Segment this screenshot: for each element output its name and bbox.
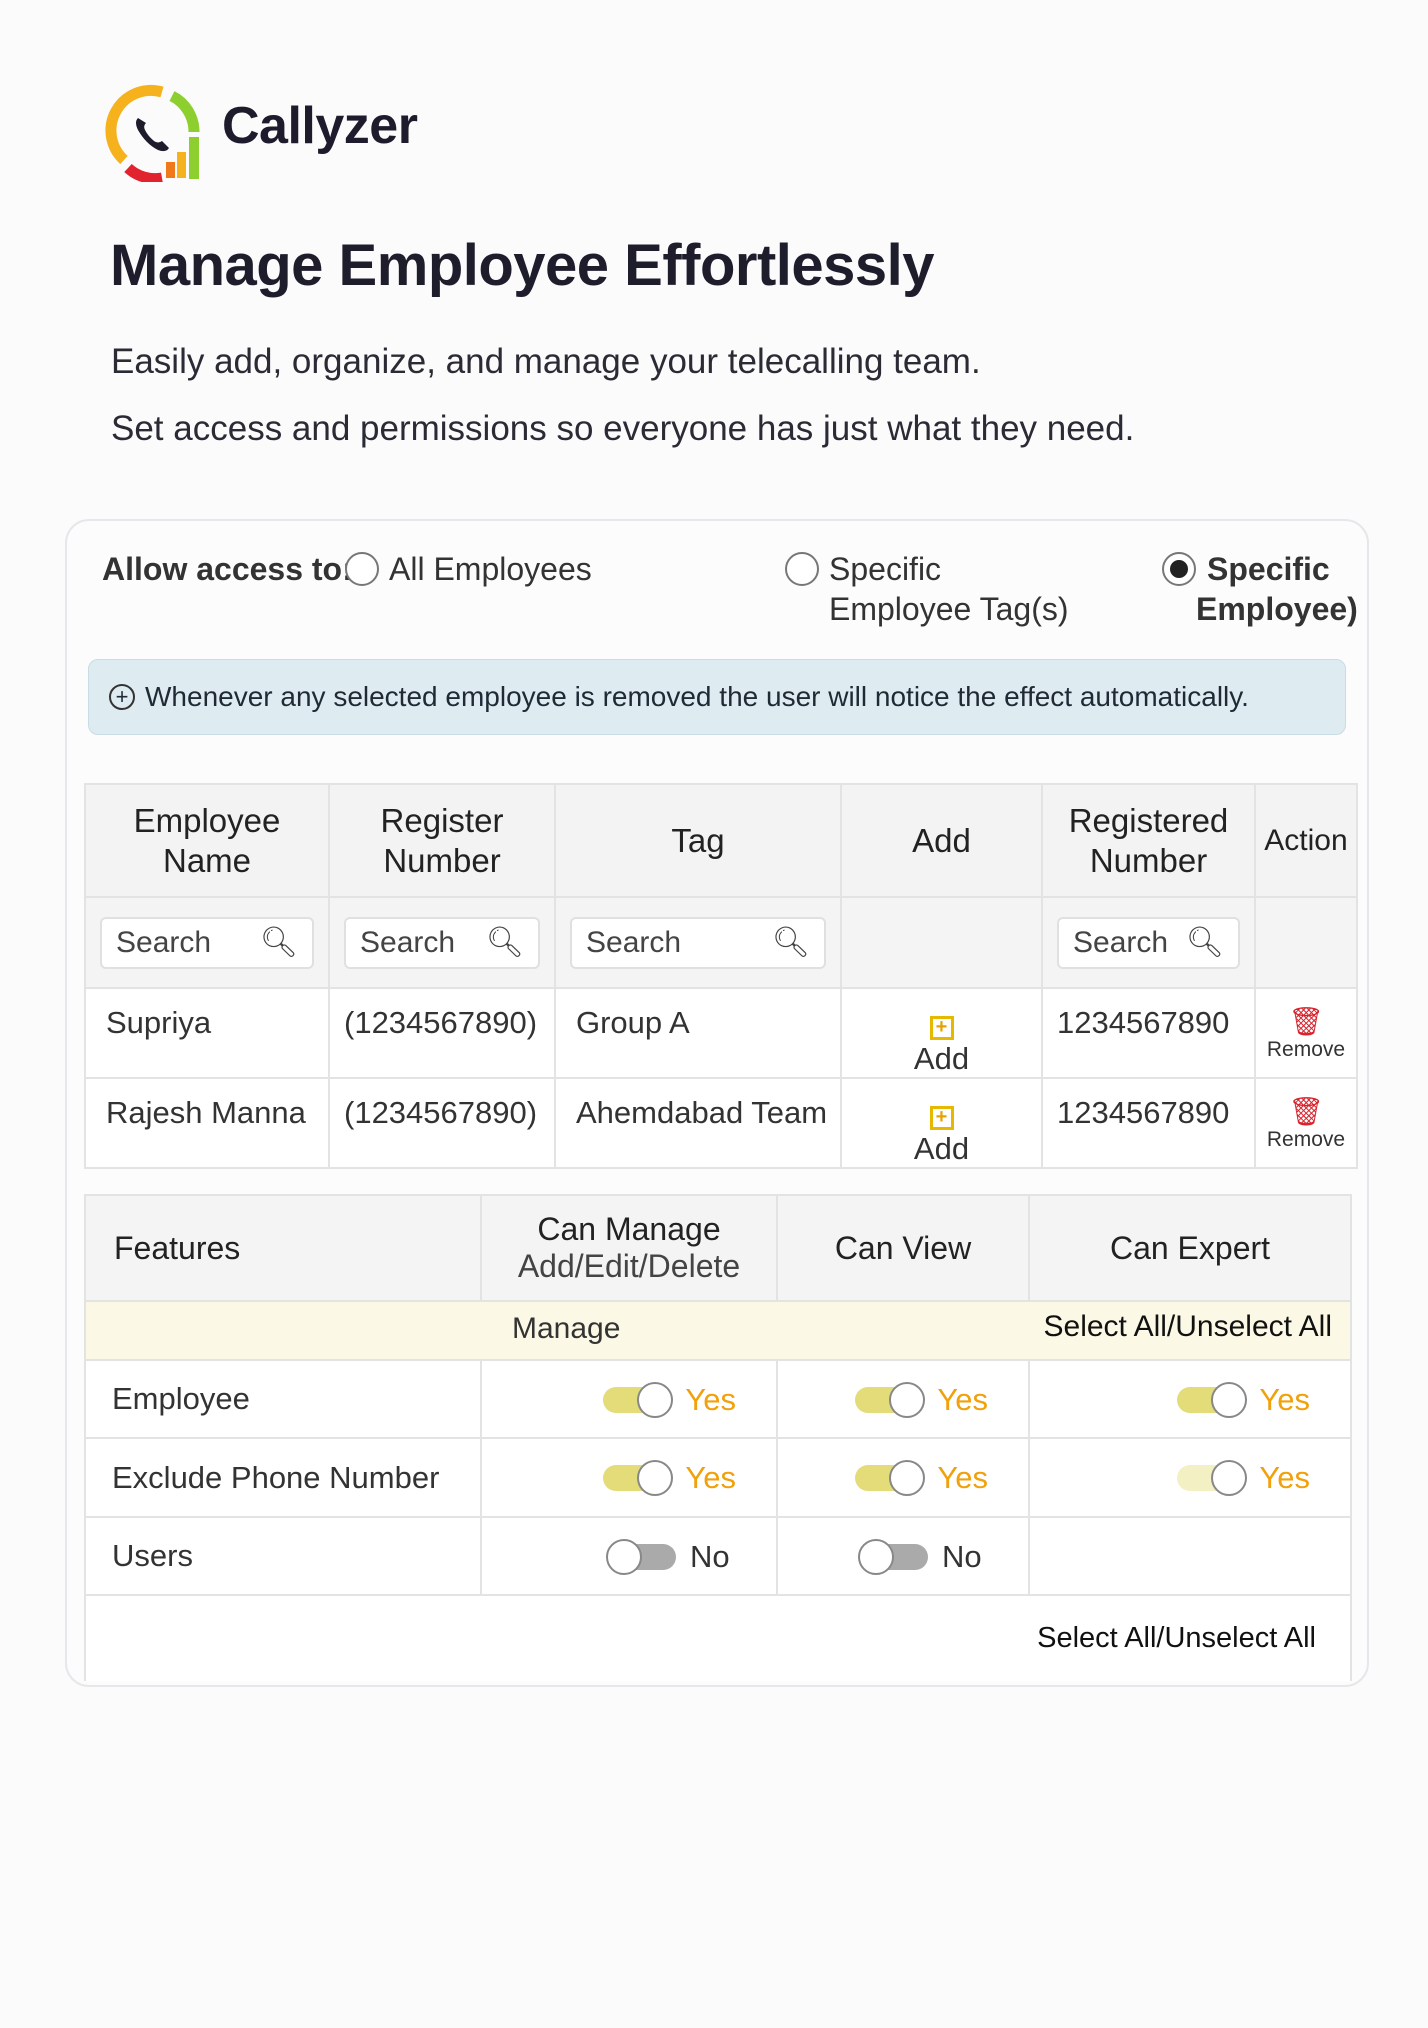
toggle-expert[interactable]: Yes: [1177, 1381, 1310, 1418]
allow-access-label: Allow access to:: [102, 551, 353, 587]
toggle-label: Yes: [1259, 1381, 1310, 1417]
feature-name: Users: [84, 1516, 482, 1596]
radio-all-employees[interactable]: [345, 552, 379, 586]
add-button[interactable]: + Add: [840, 987, 1043, 1079]
radio-specific-tags-label: Specific: [829, 551, 942, 587]
toggle-track[interactable]: [606, 1538, 676, 1575]
feature-name: Exclude Phone Number: [84, 1437, 482, 1518]
table-row: Rajesh Manna (1234567890) Ahemdabad Team…: [84, 1077, 1358, 1169]
select-all-link[interactable]: Select All/Unselect All: [1043, 1310, 1332, 1343]
toggle-label: Yes: [685, 1381, 736, 1417]
radio-specific-employee-label-2: Employee): [1196, 591, 1358, 627]
remove-button[interactable]: 🗑︎ Remove: [1254, 1077, 1358, 1169]
toggle-track[interactable]: [1177, 1460, 1248, 1497]
toggle-view[interactable]: No: [858, 1538, 988, 1575]
radio-specific-tags[interactable]: [785, 552, 819, 586]
col-register-number: Register Number: [328, 783, 556, 898]
search-icon: 🔍︎: [485, 926, 524, 959]
registered-number: 1234567890: [1041, 987, 1256, 1079]
toggle-label: No: [690, 1538, 730, 1574]
toggle-manage[interactable]: Yes: [603, 1381, 736, 1418]
radio-specific-tags-label-2: Employee Tag(s): [829, 591, 1069, 627]
toggle-track[interactable]: [603, 1381, 674, 1418]
registered-number: 1234567890: [1041, 1077, 1256, 1169]
toggle-label: Yes: [1259, 1460, 1310, 1496]
remove-button[interactable]: 🗑︎ Remove: [1254, 987, 1358, 1079]
search-icon: 🔍︎: [771, 926, 810, 959]
search-icon: 🔍︎: [259, 926, 298, 959]
col-add: Add: [840, 783, 1043, 898]
footer-select-all-link[interactable]: Select All/Unselect All: [1037, 1622, 1316, 1654]
subtitle-line-1: Easily add, organize, and manage your te…: [111, 342, 981, 381]
toggle-view[interactable]: Yes: [855, 1381, 988, 1418]
tag: Ahemdabad Team: [554, 1077, 842, 1169]
plus-circle-icon: +: [109, 684, 135, 710]
trash-icon: 🗑︎: [1288, 1006, 1324, 1037]
search-register-number[interactable]: Search 🔍︎: [344, 916, 540, 969]
subtitle-line-2: Set access and permissions so everyone h…: [111, 409, 1135, 448]
feature-row: Users No No: [84, 1516, 1352, 1596]
radio-specific-employee-label: Specific: [1207, 551, 1330, 587]
plus-square-icon: +: [929, 1106, 954, 1130]
search-tag[interactable]: Search 🔍︎: [570, 916, 826, 969]
info-banner: + Whenever any selected employee is remo…: [88, 659, 1346, 735]
search-icon: 🔍︎: [1185, 926, 1224, 959]
toggle-track[interactable]: [1177, 1381, 1248, 1418]
toggle-track[interactable]: [855, 1460, 926, 1497]
info-banner-text: Whenever any selected employee is remove…: [145, 681, 1249, 712]
radio-all-employees-label: All Employees: [389, 551, 592, 587]
col-can-manage: Can Manage Add/Edit/Delete: [480, 1194, 778, 1302]
toggle-track[interactable]: [858, 1538, 928, 1575]
group-manage-label: Manage: [512, 1312, 621, 1345]
toggle-label: No: [942, 1538, 982, 1574]
toggle-label: Yes: [937, 1460, 988, 1496]
toggle-track[interactable]: [855, 1381, 926, 1418]
search-registered-number[interactable]: Search 🔍︎: [1057, 916, 1240, 969]
col-tag: Tag: [554, 783, 842, 898]
add-button[interactable]: + Add: [840, 1077, 1043, 1169]
brand-name: Callyzer: [222, 97, 418, 155]
callyzer-logo: [105, 84, 200, 182]
page-title: Manage Employee Effortlessly: [110, 233, 935, 298]
feature-name: Employee: [84, 1359, 482, 1439]
col-can-view: Can View: [776, 1194, 1030, 1302]
table-row: Supriya (1234567890) Group A + Add 123456…: [84, 987, 1358, 1079]
toggle-expert[interactable]: Yes: [1177, 1460, 1310, 1497]
trash-icon: 🗑︎: [1288, 1096, 1324, 1127]
col-registered-number: Registered Number: [1041, 783, 1256, 898]
register-number: (1234567890): [328, 1077, 556, 1169]
toggle-label: Yes: [685, 1460, 736, 1496]
employee-table: Employee Name Register Number Tag Add Regi…: [84, 783, 1358, 1169]
register-number: (1234567890): [328, 987, 556, 1079]
toggle-manage[interactable]: No: [606, 1538, 736, 1575]
toggle-track[interactable]: [603, 1460, 674, 1497]
col-can-expert: Can Expert: [1028, 1194, 1352, 1302]
plus-square-icon: +: [929, 1016, 954, 1040]
feature-row: Exclude Phone Number Yes Yes Yes: [84, 1437, 1352, 1518]
col-features: Features: [84, 1194, 482, 1302]
feature-row: Employee Yes Yes Yes: [84, 1359, 1352, 1439]
employee-name: Supriya: [84, 987, 330, 1079]
tag: Group A: [554, 987, 842, 1079]
toggle-manage[interactable]: Yes: [603, 1460, 736, 1497]
col-action: Action: [1254, 783, 1358, 898]
features-table: Features Can Manage Add/Edit/Delete Can V…: [84, 1194, 1352, 1681]
employee-name: Rajesh Manna: [84, 1077, 330, 1169]
radio-specific-employee[interactable]: [1162, 552, 1196, 586]
toggle-label: Yes: [937, 1381, 988, 1417]
col-employee-name: Employee Name: [84, 783, 330, 898]
toggle-view[interactable]: Yes: [855, 1460, 988, 1497]
search-employee-name[interactable]: Search 🔍︎: [100, 916, 314, 969]
